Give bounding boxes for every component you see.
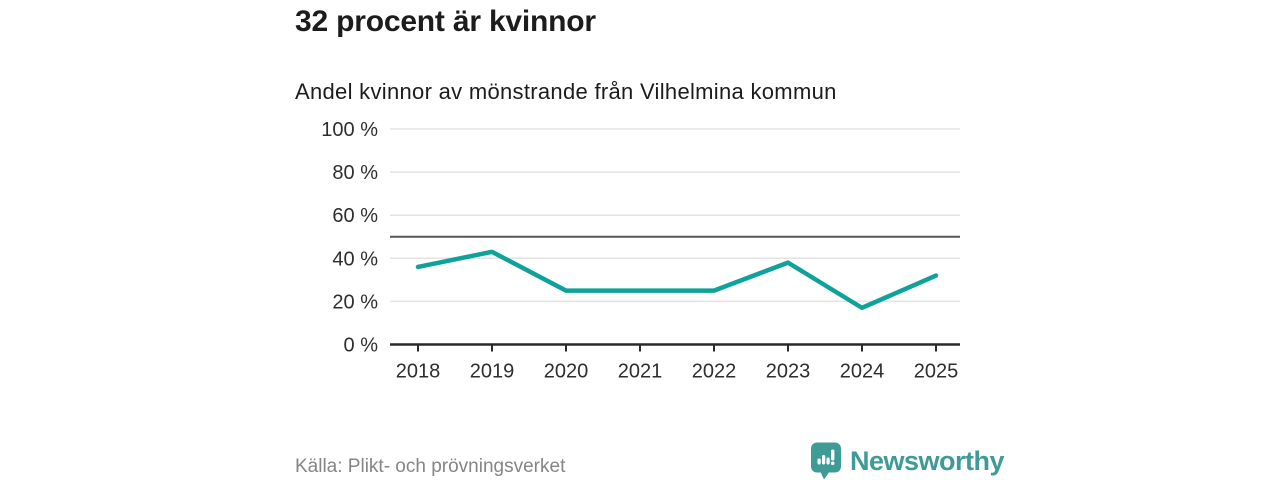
x-tick-label: 2021: [618, 361, 663, 383]
x-tick-label: 2025: [914, 361, 959, 383]
y-tick-label: 20 %: [332, 291, 378, 313]
y-tick-label: 0 %: [344, 335, 379, 357]
x-tick-label: 2023: [766, 361, 811, 383]
x-tick-label: 2020: [544, 361, 589, 383]
x-tick-label: 2018: [396, 361, 441, 383]
x-tick-label: 2024: [840, 361, 885, 383]
x-tick-label: 2019: [470, 361, 515, 383]
speech-bubble-bar-chart-icon: [811, 442, 841, 480]
data-line-andel-kvinnor: [415, 249, 939, 311]
headline: 32 procent är kvinnor: [295, 5, 596, 38]
y-tick-label: 60 %: [332, 205, 378, 227]
chart-title: Andel kvinnor av mönstrande från Vilhelm…: [295, 79, 837, 104]
newsworthy-logo: Newsworthy: [810, 442, 1005, 480]
newsworthy-wordmark: Newsworthy: [850, 445, 1005, 476]
y-tick-label: 40 %: [332, 248, 378, 270]
x-tick-label: 2022: [692, 361, 737, 383]
source-attribution: Källa: Plikt- och prövningsverket: [295, 456, 566, 477]
y-tick-label: 80 %: [332, 162, 378, 184]
y-tick-label: 100 %: [321, 119, 378, 141]
